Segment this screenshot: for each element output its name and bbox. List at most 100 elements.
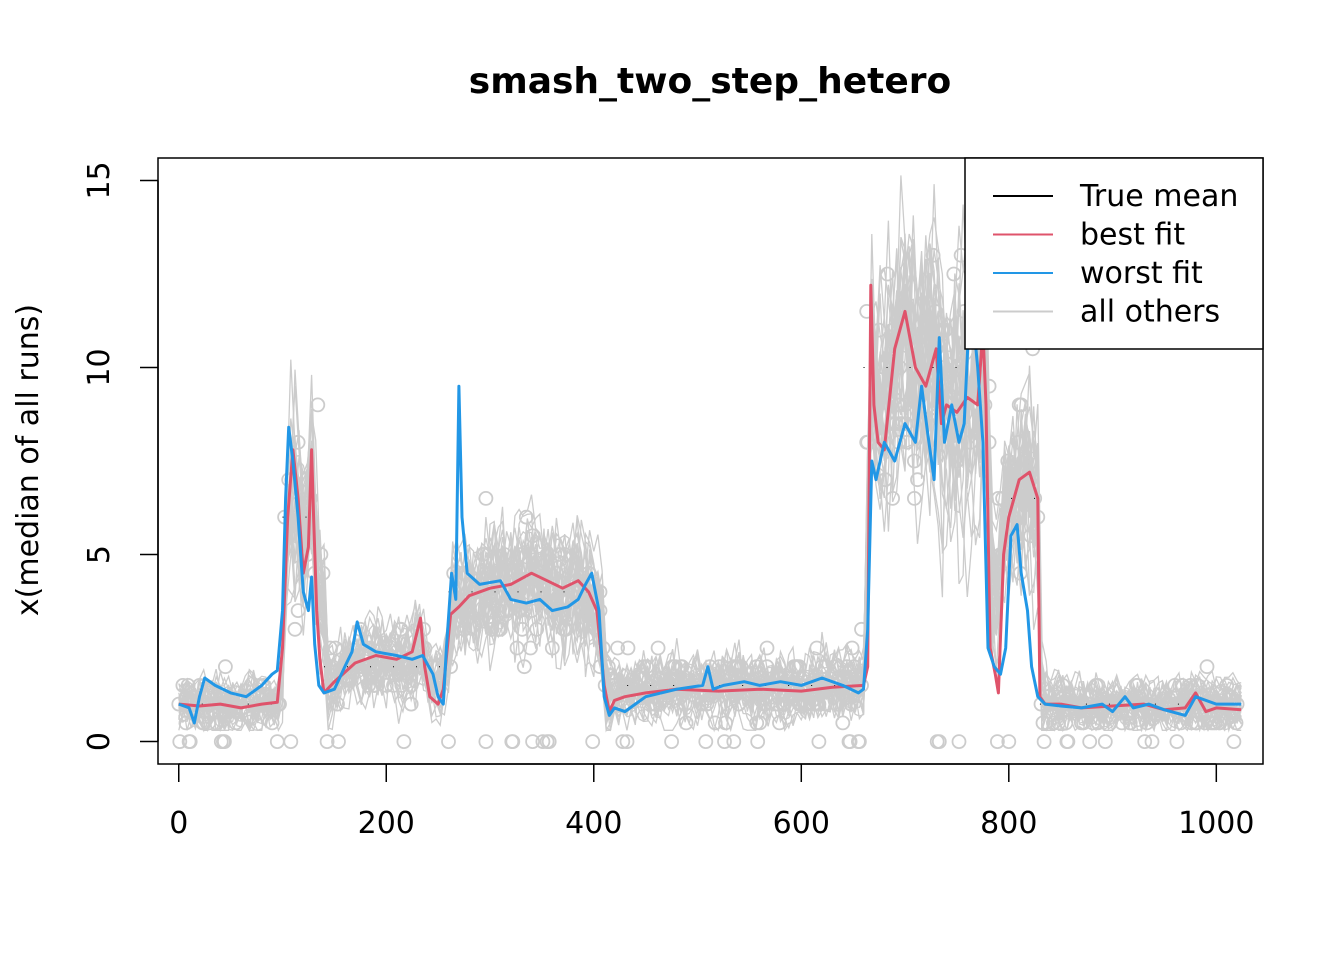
x-tick-label: 600 <box>773 806 830 841</box>
observation-point <box>1076 715 1091 731</box>
observation-point <box>1219 678 1235 693</box>
observation-point <box>907 490 922 506</box>
observation-point <box>252 678 268 693</box>
x-tick-label: 800 <box>980 806 1037 841</box>
observation-point <box>217 659 233 675</box>
observation-point <box>1058 715 1074 731</box>
fit-series-layer <box>178 283 1242 725</box>
observation-point <box>993 547 1008 562</box>
observation-point <box>327 640 343 656</box>
observation-point <box>809 640 825 656</box>
y-tick-label: 0 <box>82 732 117 751</box>
observation-point <box>963 434 978 450</box>
observation-point <box>750 734 766 749</box>
observation-point <box>1207 715 1223 731</box>
observation-point <box>396 734 412 749</box>
observation-point <box>892 397 908 413</box>
observation-point <box>535 734 551 749</box>
observation-point <box>1097 734 1113 749</box>
observation-point <box>949 453 965 469</box>
observation-point <box>1197 715 1213 731</box>
observation-point <box>215 734 231 749</box>
observation-point <box>639 659 655 675</box>
observation-point <box>497 547 512 562</box>
observation-point <box>622 678 638 693</box>
observation-point <box>1228 715 1244 731</box>
observation-point <box>772 715 787 731</box>
legend-label: worst fit <box>1080 256 1203 291</box>
observation-point <box>729 659 745 675</box>
observation-point <box>549 565 564 581</box>
observation-point <box>628 678 644 693</box>
observation-point <box>475 547 491 562</box>
observation-point <box>310 397 326 413</box>
observation-point <box>752 715 768 731</box>
observation-point <box>1226 734 1242 749</box>
observation-point <box>846 659 862 675</box>
observation-point <box>592 659 608 675</box>
observation-point <box>615 734 631 749</box>
observation-point <box>490 621 506 637</box>
observation-point <box>880 266 895 282</box>
y-tick-label: 10 <box>82 348 117 386</box>
observation-point <box>1085 715 1101 731</box>
observation-point <box>1167 696 1183 712</box>
observation-point <box>876 360 892 375</box>
observation-point <box>491 603 507 618</box>
best-fit-line <box>178 283 1242 714</box>
observation-point <box>1019 453 1034 469</box>
observation-point <box>1114 715 1130 731</box>
observation-point <box>678 715 694 731</box>
x-tick-label: 1000 <box>1178 806 1254 841</box>
observation-point <box>995 490 1010 506</box>
observation-point <box>386 678 401 693</box>
observation-point <box>951 734 967 749</box>
observation-point <box>907 453 922 469</box>
observation-point <box>264 715 280 731</box>
observation-point <box>759 640 775 656</box>
observation-point <box>585 734 601 749</box>
x-tick-label: 400 <box>565 806 622 841</box>
observation-point <box>1199 659 1215 675</box>
observation-point <box>330 696 345 712</box>
observation-point <box>718 715 733 731</box>
observation-point <box>1001 734 1017 749</box>
observation-point <box>1139 715 1155 731</box>
x-tick-label: 0 <box>169 806 188 841</box>
observation-point <box>511 584 527 600</box>
observation-point <box>512 603 528 618</box>
observation-point <box>529 621 545 637</box>
observation-point <box>366 678 382 693</box>
observation-point <box>859 434 875 450</box>
observation-point <box>283 734 299 749</box>
observation-point <box>843 696 859 712</box>
observation-point <box>814 659 830 675</box>
observation-point <box>707 715 723 731</box>
observation-point <box>897 397 913 413</box>
observation-point <box>478 565 494 581</box>
observation-point <box>749 659 765 675</box>
observation-point <box>931 734 947 749</box>
observation-point <box>290 603 306 618</box>
x-tick-label: 200 <box>358 806 415 841</box>
observation-point <box>172 734 188 749</box>
observation-point <box>556 621 572 637</box>
observation-point <box>619 734 635 749</box>
observation-point <box>1122 715 1138 731</box>
observation-point <box>711 659 727 675</box>
observation-point <box>488 565 504 581</box>
observation-point <box>717 734 732 749</box>
observation-point <box>478 734 494 749</box>
observation-point <box>1051 715 1066 731</box>
observation-point <box>1190 678 1205 693</box>
observation-point <box>698 734 714 749</box>
observation-point <box>1013 397 1029 413</box>
observation-point <box>664 734 679 749</box>
other-run-line <box>178 253 1242 733</box>
observation-point <box>483 565 499 581</box>
observation-point <box>844 640 860 656</box>
observation-point <box>524 603 539 618</box>
observation-point <box>504 734 520 749</box>
